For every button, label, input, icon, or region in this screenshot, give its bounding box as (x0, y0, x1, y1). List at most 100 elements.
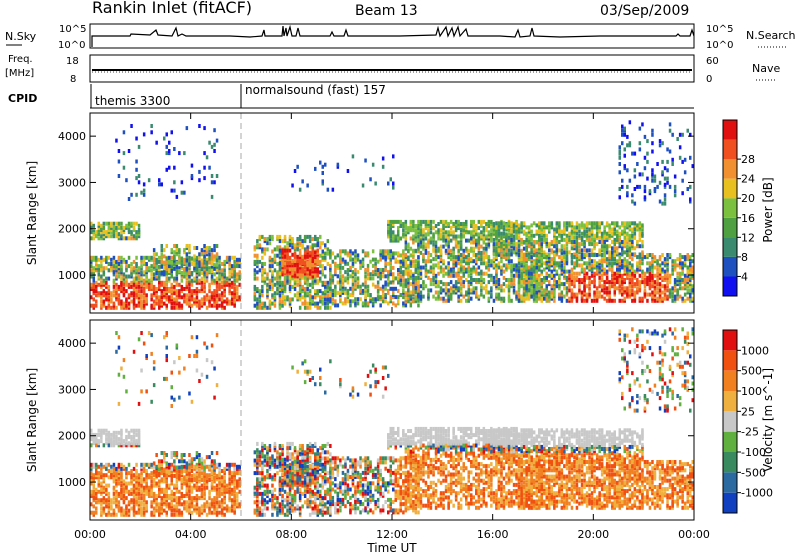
scatter-cell (298, 305, 302, 310)
scatter-cell (125, 303, 128, 308)
scatter-cell (326, 299, 330, 304)
scatter-cell (678, 257, 682, 262)
scatter-cell (643, 255, 647, 260)
scatter-cell (263, 237, 267, 241)
scatter-cell (628, 178, 632, 183)
scatter-cell (653, 178, 657, 183)
scatter-cell (200, 250, 204, 255)
scatter-cell (193, 257, 196, 262)
scatter-cell (590, 223, 594, 228)
scatter-cell (135, 264, 138, 269)
scatter-cell (200, 284, 204, 289)
scatter-cell (432, 242, 435, 247)
scatter-cell (100, 506, 103, 511)
scatter-cell (263, 247, 267, 252)
scatter-cell (482, 280, 486, 285)
scatter-cell (515, 223, 518, 228)
scatter-cell (653, 174, 657, 179)
scatter-cell (163, 248, 166, 253)
scatter-cell (130, 272, 133, 277)
scatter-cell (105, 230, 108, 235)
scatter-cell (691, 259, 694, 264)
scatter-cell (218, 268, 221, 273)
scatter-cell (127, 221, 131, 226)
scatter-cell (454, 226, 458, 231)
scatter-cell (178, 248, 181, 253)
scatter-cell (678, 275, 682, 280)
scatter-cell (228, 301, 231, 306)
scatter-cell (545, 261, 548, 266)
scatter-cell (570, 229, 574, 234)
scatter-cell (673, 259, 677, 264)
scatter-cell (349, 265, 352, 270)
scatter-cell (110, 473, 113, 478)
scatter-cell (291, 261, 294, 266)
scatter-cell (646, 176, 649, 181)
scatter-cell (412, 284, 415, 289)
scatter-cell (510, 233, 513, 238)
scatter-cell (92, 289, 95, 294)
freq-frame (89, 54, 695, 83)
scatter-cell (482, 230, 486, 235)
scatter-cell (683, 280, 687, 285)
scatter-cell (631, 280, 634, 285)
scatter-cell (482, 255, 486, 260)
scatter-cell (344, 299, 347, 304)
scatter-cell (173, 244, 176, 248)
scatter-cell (115, 498, 118, 503)
scatter-cell (152, 276, 156, 281)
scatter-cell (278, 267, 282, 272)
scatter-cell (100, 276, 103, 281)
scatter-cell (626, 267, 629, 272)
scatter-cell (397, 276, 400, 281)
scatter-cell (646, 255, 649, 260)
scatter-cell (397, 268, 400, 272)
scatter-cell (633, 296, 637, 301)
scatter-cell (432, 246, 435, 251)
scatter-cell (256, 301, 259, 306)
scatter-cell (178, 266, 181, 271)
scatter-cell (568, 231, 571, 236)
scatter-cell (535, 267, 538, 272)
scatter-cell (132, 299, 136, 304)
scatter-cell (115, 234, 118, 239)
scatter-cell (673, 288, 677, 293)
scatter-cell (570, 255, 574, 260)
scatter-cell (92, 489, 95, 494)
scatter-cell (447, 273, 450, 278)
scatter-cell (520, 242, 523, 247)
scatter-cell (611, 221, 614, 226)
scatter-cell (467, 296, 470, 301)
scatter-cell (331, 301, 335, 306)
scatter-cell (165, 132, 168, 137)
scatter-cell (676, 280, 679, 285)
scatter-cell (470, 280, 473, 285)
scatter-cell (618, 261, 621, 266)
scatter-cell (417, 224, 420, 228)
scatter-cell (392, 272, 395, 277)
scatter-cell (281, 272, 284, 277)
scatter-cell (200, 301, 204, 306)
scatter-cell (183, 151, 186, 156)
scatter-cell (349, 299, 352, 304)
scatter-cell (462, 253, 465, 257)
scatter-cell (256, 264, 259, 269)
scatter-cell (253, 272, 257, 277)
scatter-cell (651, 149, 654, 154)
scatter-cell (142, 280, 146, 285)
scatter-cell (603, 296, 606, 301)
scatter-cell (293, 287, 297, 291)
scatter-cell (178, 289, 181, 294)
scatter-cell (611, 278, 614, 282)
scatter-cell (532, 221, 536, 226)
scatter-cell (605, 257, 609, 262)
scatter-cell (437, 271, 440, 276)
scatter-cell (389, 261, 392, 266)
scatter-cell (112, 466, 116, 471)
scatter-cell (487, 263, 491, 268)
scatter-cell (298, 271, 302, 276)
scatter-cell (102, 464, 106, 469)
scatter-cell (512, 250, 516, 255)
scatter-cell (527, 267, 531, 272)
scatter-cell (203, 244, 206, 248)
